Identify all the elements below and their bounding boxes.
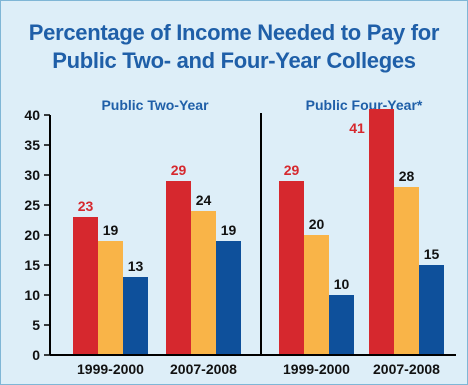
bar (73, 217, 98, 355)
bar (304, 235, 329, 355)
bar-value-label: 29 (284, 162, 300, 178)
bar-value-label: 24 (196, 192, 212, 208)
bar (369, 109, 394, 355)
category-label: 1999-2000 (77, 361, 144, 377)
bar (166, 181, 191, 355)
y-tick-label: 30 (24, 167, 40, 183)
bar (98, 241, 123, 355)
panel-label-four-year: Public Four-Year* (306, 97, 423, 113)
category-label: 1999-2000 (283, 361, 350, 377)
y-tick-label: 40 (24, 107, 40, 123)
bar-value-label: 19 (103, 222, 119, 238)
bar-value-label: 10 (334, 276, 350, 292)
y-tick-label: 0 (32, 347, 40, 363)
y-tick-label: 25 (24, 197, 40, 213)
chart-title-line-1: Percentage of Income Needed to Pay for (29, 20, 440, 45)
bar (191, 211, 216, 355)
bar (419, 265, 444, 355)
chart-title-line-2: Public Two- and Four-Year Colleges (52, 48, 416, 73)
category-label: 2007-2008 (170, 361, 237, 377)
bar-value-label: 19 (221, 222, 237, 238)
bar-value-label: 29 (171, 162, 187, 178)
bar-value-label: 41 (349, 120, 365, 136)
panel-label-two-year: Public Two-Year (101, 97, 209, 113)
category-labels-group: 1999-2000 2007-2008 1999-2000 2007-2008 (77, 361, 440, 377)
y-tick-label: 5 (32, 317, 40, 333)
bar (123, 277, 148, 355)
bar-value-label: 28 (399, 168, 415, 184)
y-tick-label: 15 (24, 257, 40, 273)
bar (394, 187, 419, 355)
bars-group (73, 109, 444, 355)
data-labels-group: 23 19 13 29 24 19 29 20 10 41 28 15 (78, 120, 440, 292)
y-tick-label: 20 (24, 227, 40, 243)
bar (279, 181, 304, 355)
bar (329, 295, 354, 355)
bar-value-label: 15 (424, 246, 440, 262)
bar-value-label: 13 (128, 258, 144, 274)
bar-value-label: 20 (309, 216, 325, 232)
y-axis-ticks: 0 5 10 15 20 25 30 35 40 (24, 107, 50, 363)
bar (216, 241, 241, 355)
bar-value-label: 23 (78, 198, 94, 214)
y-tick-label: 10 (24, 287, 40, 303)
category-label: 2007-2008 (373, 361, 440, 377)
y-tick-label: 35 (24, 137, 40, 153)
